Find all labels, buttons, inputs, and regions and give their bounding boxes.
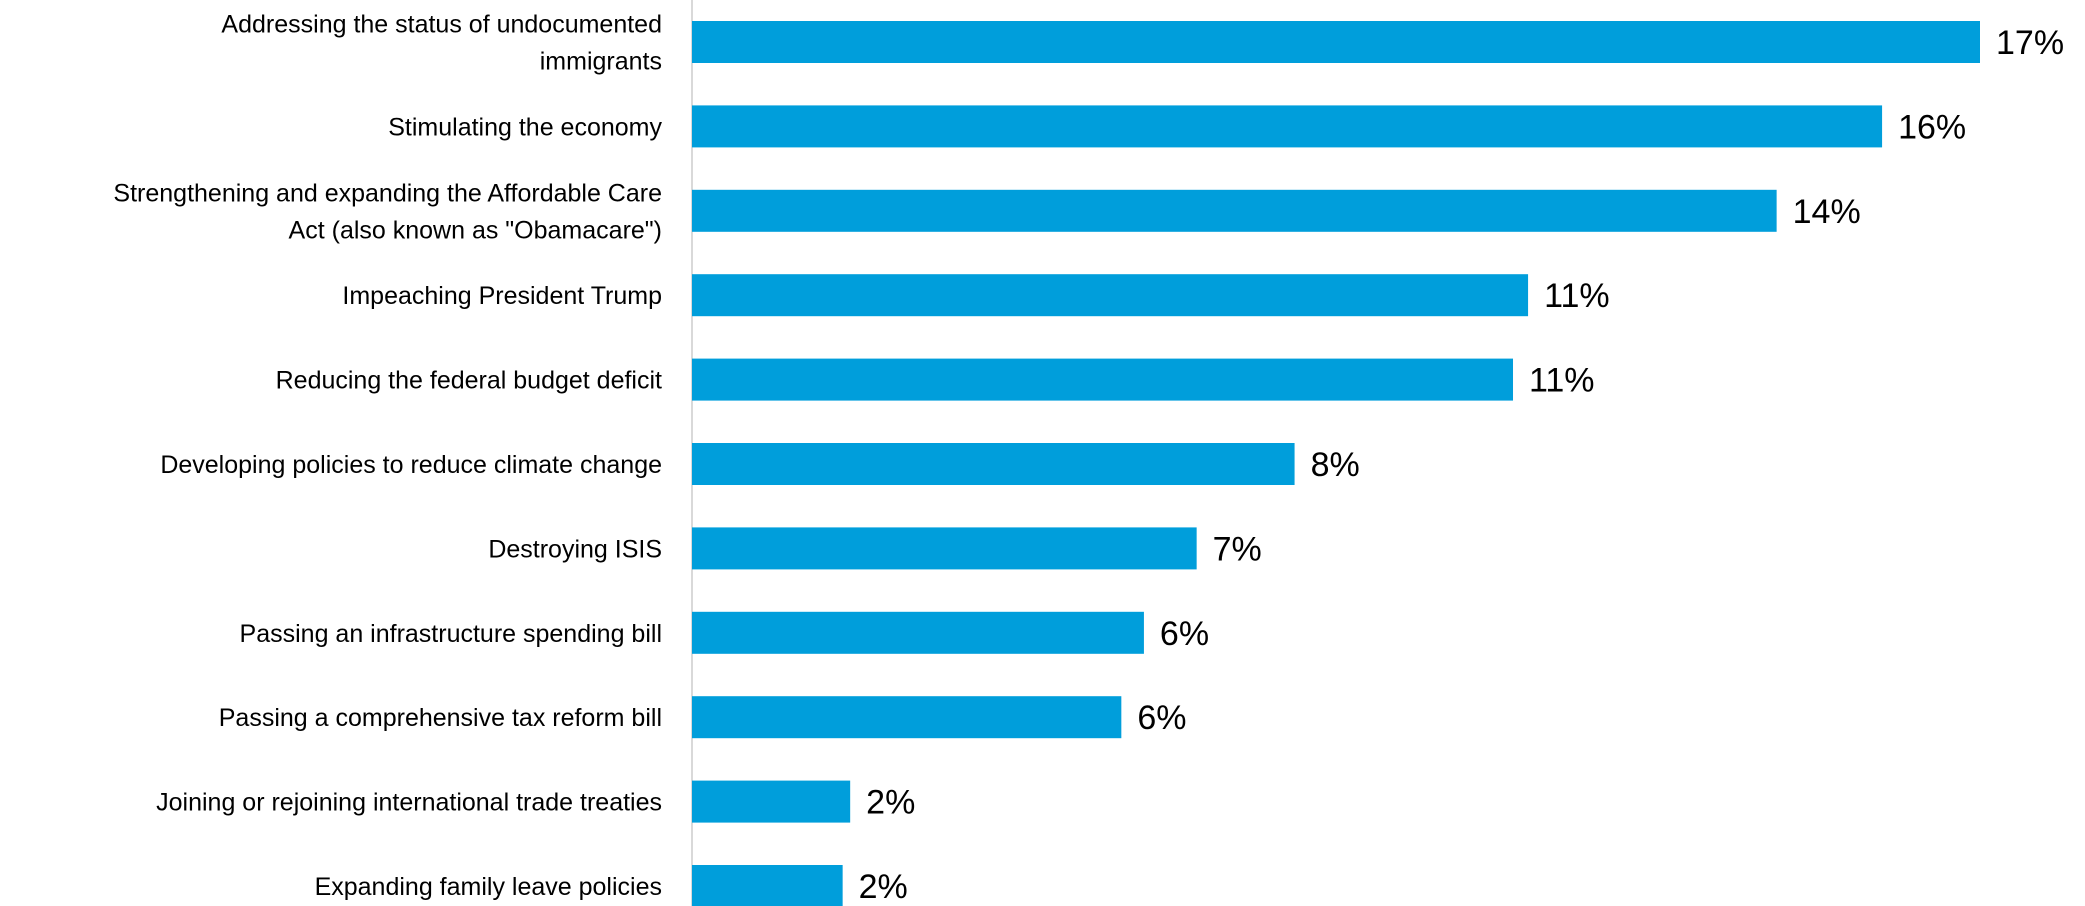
- value-label-0: 17%: [1996, 24, 2064, 62]
- category-label-0-line-0: Addressing the status of undocumented: [221, 11, 662, 39]
- category-label-8: Passing a comprehensive tax reform bill: [219, 704, 662, 732]
- bar-7: [692, 611, 1144, 654]
- bar-10: [692, 865, 843, 906]
- category-label-9: Joining or rejoining international trade…: [156, 789, 662, 817]
- category-label-5: Developing policies to reduce climate ch…: [160, 451, 662, 479]
- value-label-5: 8%: [1311, 446, 1360, 484]
- bar-4: [692, 358, 1514, 401]
- bar-8: [692, 696, 1122, 739]
- category-label-7: Passing an infrastructure spending bill: [240, 620, 662, 648]
- value-label-9: 2%: [866, 784, 915, 822]
- value-label-10: 2%: [859, 868, 908, 906]
- value-label-1: 16%: [1898, 108, 1966, 146]
- bar-9: [692, 780, 851, 823]
- bar-3: [692, 274, 1529, 317]
- bar-2: [692, 189, 1777, 232]
- category-label-3: Impeaching President Trump: [342, 282, 662, 310]
- value-label-6: 7%: [1213, 530, 1262, 568]
- category-label-2-line-1: Act (also known as "Obamacare"): [289, 216, 662, 244]
- category-label-6: Destroying ISIS: [488, 535, 662, 563]
- bar-6: [692, 527, 1197, 570]
- category-label-2-line-0: Strengthening and expanding the Affordab…: [113, 179, 662, 207]
- category-label-0-line-1: immigrants: [540, 48, 662, 76]
- value-label-7: 6%: [1160, 615, 1209, 653]
- bar-0: [692, 21, 1980, 63]
- value-label-2: 14%: [1793, 193, 1861, 231]
- category-label-10: Expanding family leave policies: [315, 873, 662, 901]
- bar-1: [692, 105, 1883, 148]
- category-label-4: Reducing the federal budget deficit: [276, 367, 662, 395]
- value-label-3: 11%: [1544, 277, 1610, 315]
- value-label-4: 11%: [1529, 362, 1595, 400]
- bar-5: [692, 443, 1295, 485]
- bars-group: 17% Addressing the status of undocumented…: [113, 11, 2064, 906]
- category-label-1: Stimulating the economy: [388, 113, 662, 141]
- value-label-8: 6%: [1137, 699, 1186, 737]
